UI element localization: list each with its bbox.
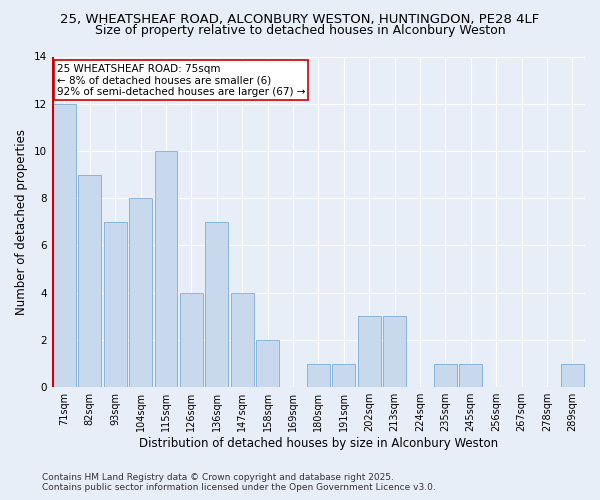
Bar (383, 316, 406, 387)
Text: 25, WHEATSHEAF ROAD, ALCONBURY WESTON, HUNTINGDON, PE28 4LF: 25, WHEATSHEAF ROAD, ALCONBURY WESTON, H… (61, 12, 539, 26)
Bar (231, 292, 254, 387)
Bar (79, 174, 101, 387)
Bar (256, 340, 279, 387)
Bar (459, 364, 482, 387)
Y-axis label: Number of detached properties: Number of detached properties (15, 129, 28, 315)
X-axis label: Distribution of detached houses by size in Alconbury Weston: Distribution of detached houses by size … (139, 437, 498, 450)
Bar (53, 104, 76, 387)
Text: 25 WHEATSHEAF ROAD: 75sqm
← 8% of detached houses are smaller (6)
92% of semi-de: 25 WHEATSHEAF ROAD: 75sqm ← 8% of detach… (57, 64, 305, 97)
Text: Size of property relative to detached houses in Alconbury Weston: Size of property relative to detached ho… (95, 24, 505, 37)
Bar (561, 364, 584, 387)
Bar (307, 364, 330, 387)
Bar (358, 316, 380, 387)
Bar (155, 151, 178, 387)
Bar (129, 198, 152, 387)
Bar (434, 364, 457, 387)
Bar (180, 292, 203, 387)
Bar (332, 364, 355, 387)
Text: Contains HM Land Registry data © Crown copyright and database right 2025.
Contai: Contains HM Land Registry data © Crown c… (42, 473, 436, 492)
Bar (205, 222, 228, 387)
Bar (104, 222, 127, 387)
